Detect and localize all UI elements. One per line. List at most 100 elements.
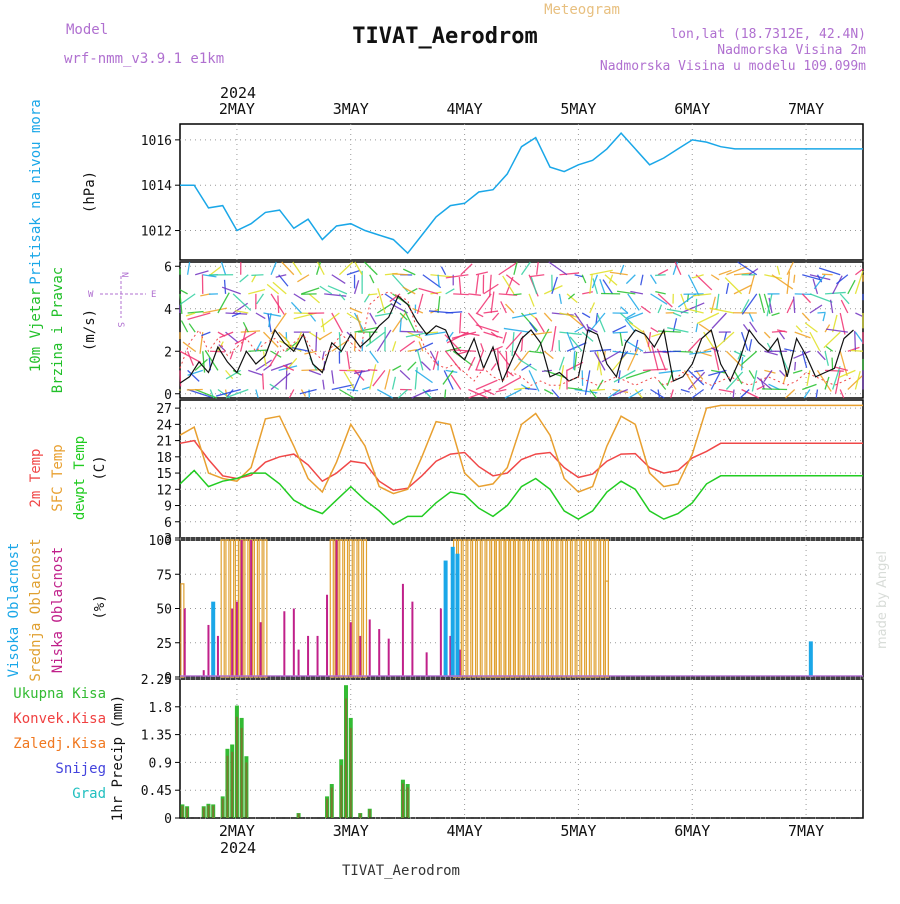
mid-cloud-bar-extra-0 [181, 584, 184, 677]
mid-cloud-bar-2 [477, 540, 480, 677]
location-label: lon,lat (18.7312E, 42.4N) [670, 27, 866, 42]
wind-barb [200, 294, 210, 296]
precip-conv-bar-19 [402, 784, 404, 818]
wind-barb [392, 366, 401, 371]
wind-ylabel-1: 10m Vjetar [28, 288, 44, 372]
high-cloud-bar-3 [455, 554, 459, 677]
wind-barb [373, 370, 385, 386]
y-tick-label-0-0: 1012 [141, 225, 172, 240]
wind-barb [597, 380, 603, 390]
wind-barb [476, 380, 497, 389]
wind-barb [222, 262, 226, 275]
mid-cloud-bar-3 [563, 540, 566, 677]
wind-barb [810, 294, 832, 302]
wind-barb [189, 324, 195, 333]
precip-conv-bar-14 [340, 765, 342, 818]
wind-barb [476, 313, 483, 317]
temp-ylabel-sfc: SFC Temp [50, 444, 66, 511]
wind-barb [392, 341, 395, 351]
y-tick-label-4-3: 1.35 [141, 729, 172, 744]
wind-barb [826, 347, 832, 352]
precip-conv-bar-11 [298, 814, 300, 818]
wind-barb [256, 313, 265, 319]
wind-barb [824, 332, 840, 348]
wind-barb [795, 362, 796, 370]
wind-barb [518, 359, 536, 371]
day-label-bottom-4: 6MAY [674, 822, 710, 840]
wind-barb [764, 370, 772, 381]
wind-barb [840, 351, 847, 376]
wind-barb [840, 294, 849, 304]
wind-barb [817, 370, 831, 391]
wind-barb [613, 326, 626, 332]
wind-barb [476, 272, 488, 275]
y-tick-label-3-2: 50 [156, 603, 172, 618]
wind-barb [742, 332, 748, 350]
wind-barb [283, 365, 294, 370]
high-cloud-bar-0 [211, 602, 215, 677]
elevation-label: Nadmorska Visina 2m [717, 43, 866, 58]
wind-barb [282, 262, 294, 275]
wind-barb [786, 390, 795, 399]
precip-conv-bar-13 [331, 787, 333, 818]
mid-cloud-bar-0 [226, 540, 229, 677]
wind-barb [590, 302, 595, 313]
precip-conv-bar-1 [186, 807, 188, 818]
mid-cloud-bar-1 [340, 540, 343, 677]
y-tick-label-1-1: 2 [164, 345, 172, 360]
wind-barb [475, 370, 483, 371]
y-tick-label-4-4: 1.8 [149, 701, 172, 716]
mid-cloud-bar-3 [515, 540, 518, 677]
precip-conv-bar-18 [369, 810, 371, 818]
wind-barb [453, 294, 468, 295]
wind-barb [552, 326, 556, 351]
cloud-unit: (%) [92, 594, 108, 619]
wind-barb [400, 370, 410, 379]
wind-barb [233, 294, 251, 311]
mid-cloud-bar-3 [506, 540, 509, 677]
pressure-line [180, 133, 863, 253]
wind-barb [749, 339, 751, 351]
wind-barb [347, 351, 350, 369]
precip-conv-bar-9 [241, 728, 243, 818]
wind-barb [180, 370, 181, 386]
y-tick-label-1-2: 4 [164, 303, 172, 318]
wind-barb [271, 262, 276, 275]
wind-barb [180, 290, 188, 294]
wind-barb [805, 323, 817, 332]
y-tick-label-2-5: 18 [156, 451, 172, 466]
wind-barb [772, 313, 780, 316]
wind-barb [301, 370, 324, 371]
mid-cloud-bar-3 [558, 540, 561, 677]
mid-cloud-bar-3 [496, 540, 499, 677]
wind-barb [241, 331, 260, 332]
wind-barb [525, 388, 537, 389]
wind-barb [226, 313, 248, 314]
wind-barb [641, 275, 643, 285]
day-label-top-4: 6MAY [674, 100, 710, 118]
pressure-ylabel: Pritisak na nivou mora [28, 99, 44, 284]
wind-barb [794, 297, 795, 313]
model-label: Model [66, 22, 108, 38]
y-tick-label-4-2: 0.9 [149, 756, 172, 771]
y-tick-label-3-3: 75 [156, 568, 172, 583]
wind-barb [795, 332, 811, 338]
wind-barb [203, 308, 227, 313]
mid-cloud-bar-3 [582, 540, 585, 677]
footer-title: TIVAT_Aerodrom [342, 863, 460, 879]
day-label-bottom-3: 5MAY [560, 822, 596, 840]
temp-ylabel-2m: 2m Temp [28, 448, 44, 507]
mid-cloud-bar-3 [511, 540, 514, 677]
mid-cloud-bar-2 [468, 540, 471, 677]
wind-barb [694, 370, 703, 371]
wind-barb [749, 313, 753, 322]
mid-cloud-bar-3 [591, 540, 594, 677]
day-label-top-0: 2MAY [219, 100, 255, 118]
precip-conv-bar-10 [245, 762, 247, 818]
wind-barb [398, 390, 407, 399]
wind-barb [542, 370, 552, 371]
temp-line-sfc [180, 405, 863, 493]
wind-barb [459, 277, 460, 294]
high-cloud-bar-1 [444, 561, 448, 677]
year-label-bottom: 2024 [220, 839, 256, 857]
